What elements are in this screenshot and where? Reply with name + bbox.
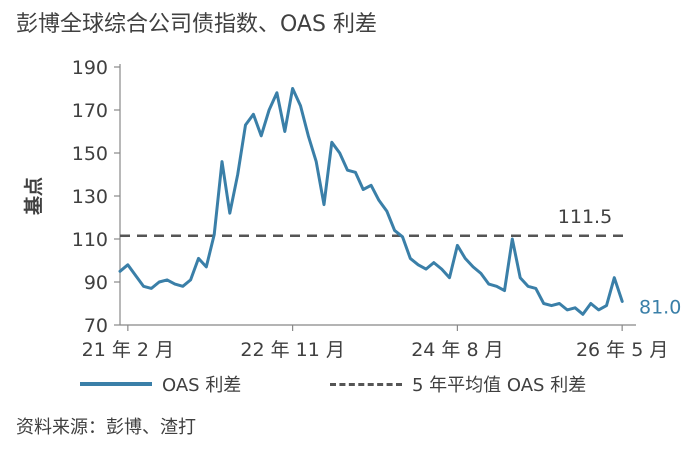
y-tick-label: 190 — [72, 57, 108, 79]
x-tick-label: 22 年 11 月 — [240, 339, 344, 361]
reference-lines: 111.5 — [120, 206, 630, 238]
legend-swatch-dashed — [330, 382, 402, 386]
x-tick-label: 21 年 2 月 — [82, 339, 174, 361]
source-note: 资料来源：彭博、渣打 — [16, 417, 196, 438]
axes — [114, 64, 636, 331]
legend-label-average: 5 年平均值 OAS 利差 — [412, 375, 587, 396]
y-tick-label: 150 — [72, 143, 108, 165]
legend: OAS 利差 5 年平均值 OAS 利差 — [80, 371, 680, 397]
y-tick-label: 90 — [84, 272, 108, 294]
y-tick-labels: 70 90 110 130 150 170 190 — [72, 57, 108, 337]
legend-item-oas: OAS 利差 — [80, 371, 241, 397]
annotations: 81.0 — [639, 296, 681, 318]
y-axis-label: 基点 — [22, 177, 45, 216]
y-axis-label-group: 基点 — [22, 177, 45, 216]
chart-title: 彭博全球综合公司债指数、OAS 利差 — [16, 12, 377, 37]
y-tick-label: 170 — [72, 100, 108, 122]
y-tick-label: 130 — [72, 186, 108, 208]
x-tick-label: 24 年 8 月 — [411, 339, 503, 361]
legend-swatch-solid — [80, 382, 152, 386]
x-tick-labels: 21 年 2 月 22 年 11 月 24 年 8 月 26 年 5 月 — [82, 339, 669, 361]
legend-item-average: 5 年平均值 OAS 利差 — [330, 371, 586, 397]
last-value-label: 81.0 — [639, 296, 681, 318]
legend-label-oas: OAS 利差 — [162, 375, 242, 396]
x-tick-label: 26 年 5 月 — [576, 339, 668, 361]
y-tick-label: 110 — [72, 229, 108, 251]
average-reference-label: 111.5 — [558, 206, 612, 228]
oas-series-line — [118, 87, 624, 316]
series-group — [118, 87, 624, 316]
y-tick-label: 70 — [84, 315, 108, 337]
